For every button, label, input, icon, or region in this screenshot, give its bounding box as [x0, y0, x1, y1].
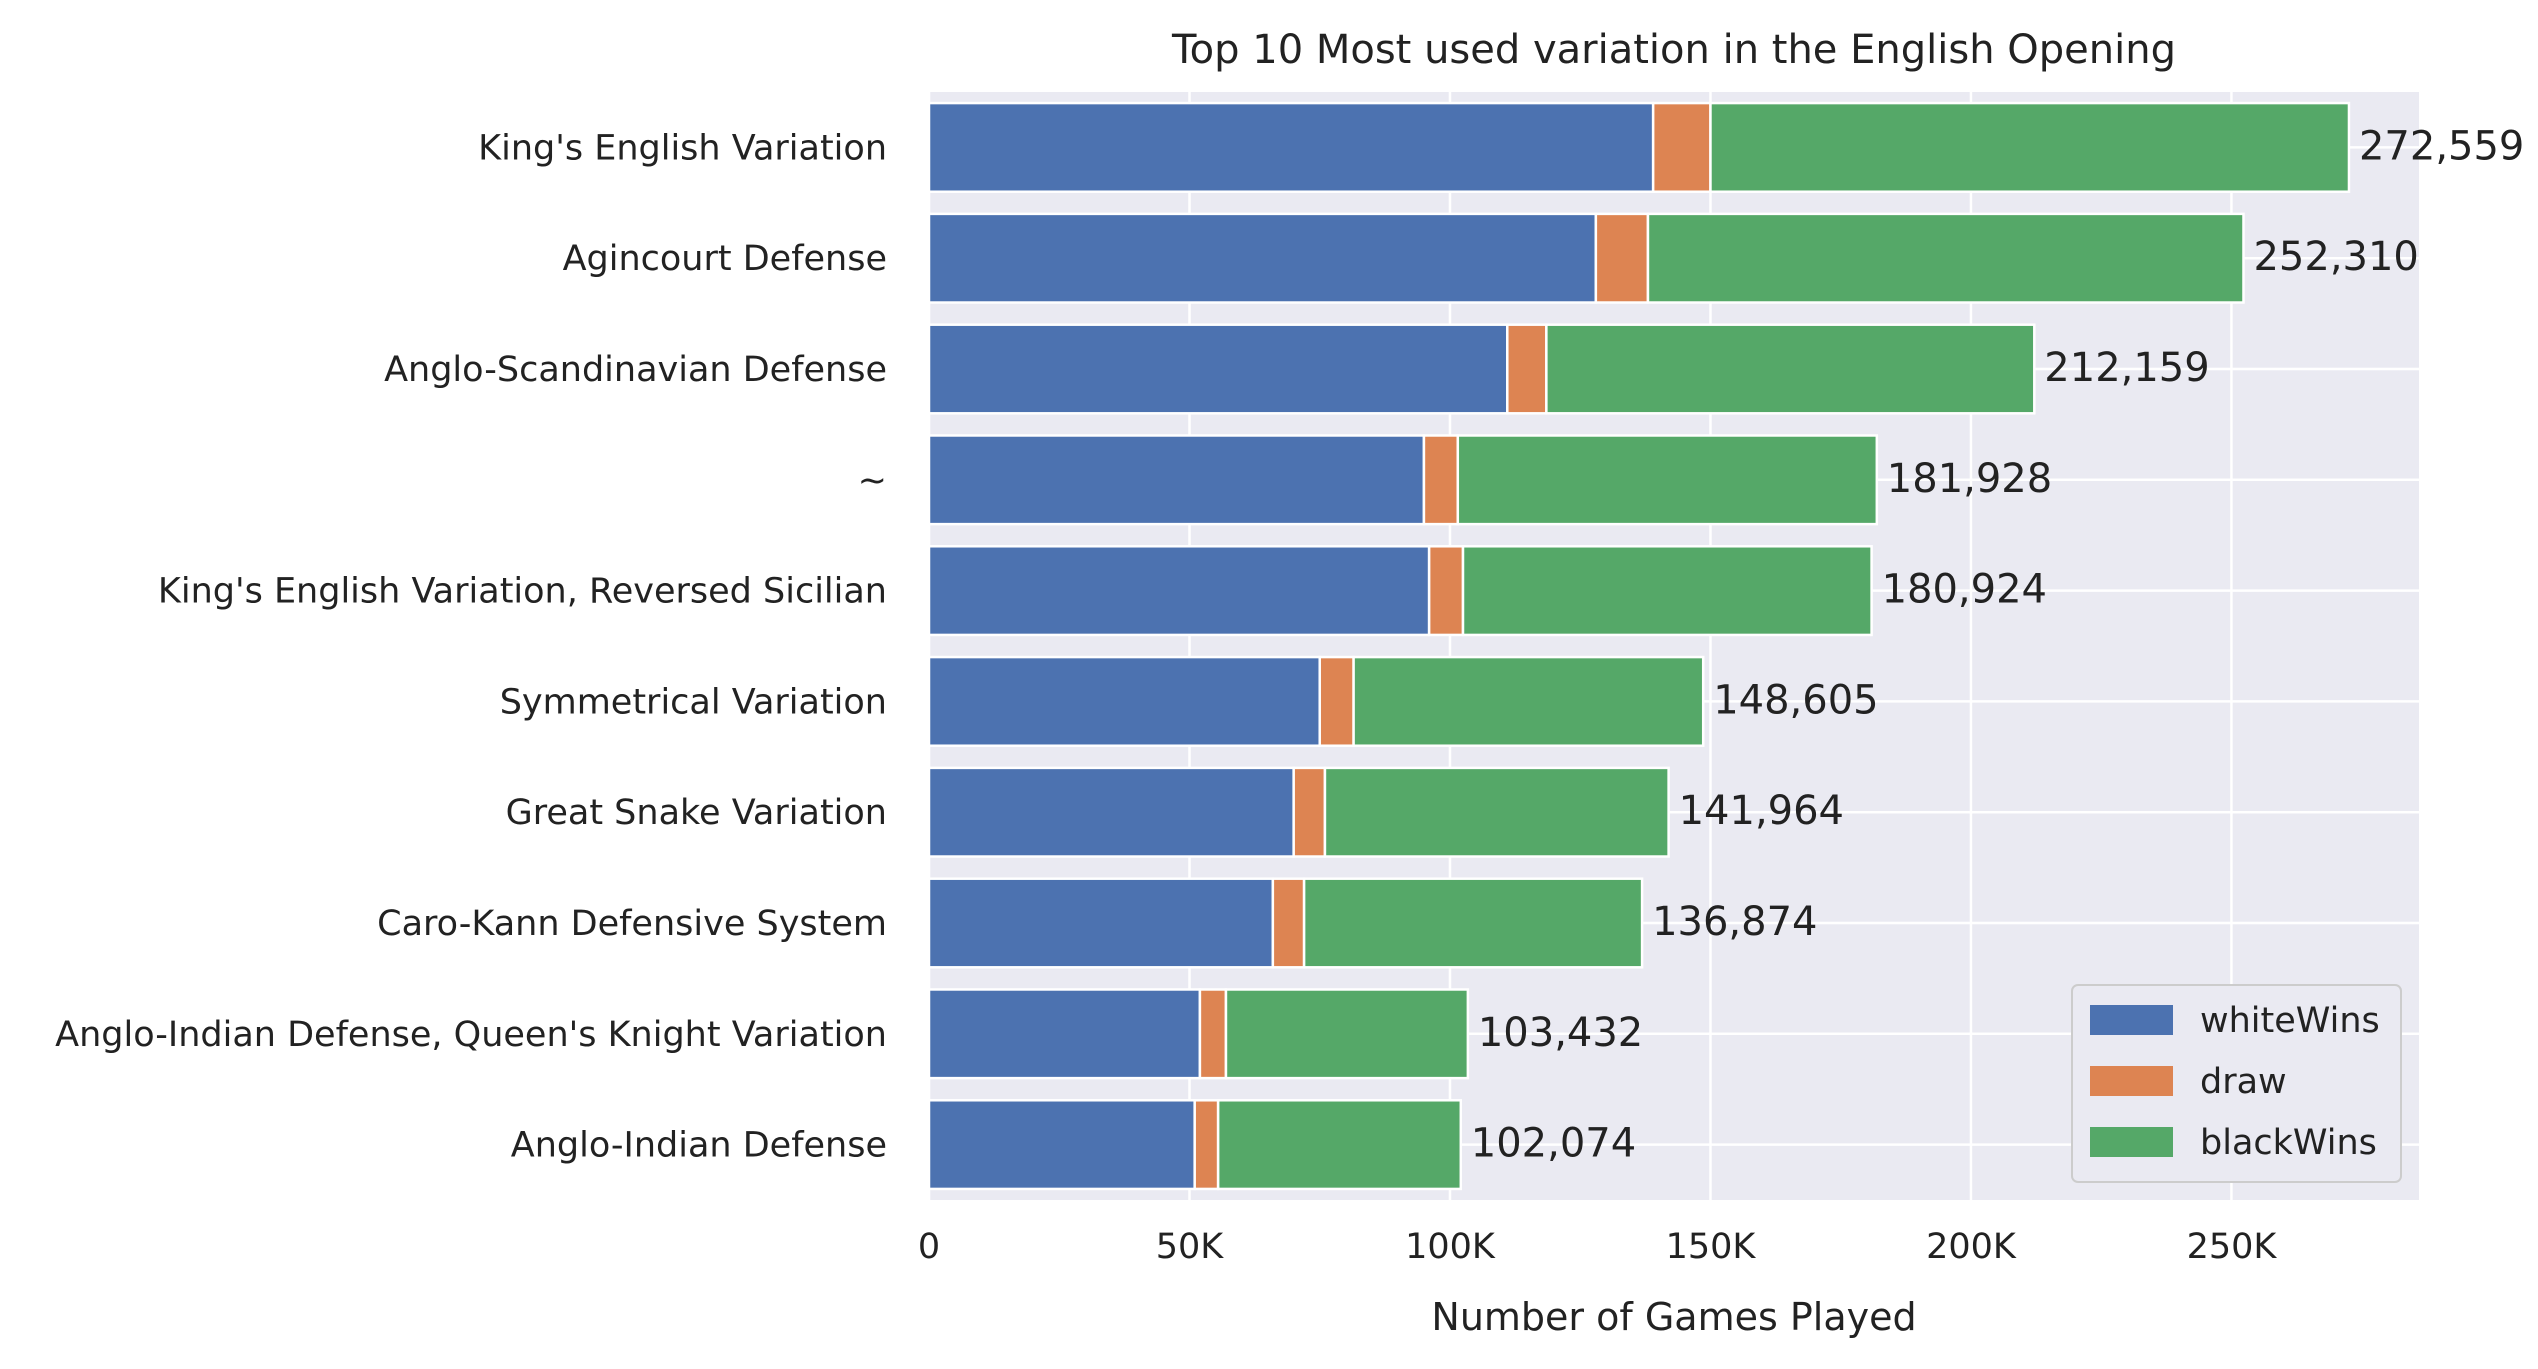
bar-segment-draw	[1318, 655, 1355, 747]
category-label: Symmetrical Variation	[500, 682, 887, 722]
bar-segment-blackWins	[1456, 434, 1879, 526]
bar-segment-draw	[1651, 101, 1712, 193]
x-tick-label: 200K	[1926, 1227, 2017, 1267]
total-label: 148,605	[1713, 677, 1878, 723]
category-label: Agincourt Defense	[563, 239, 887, 279]
total-label: 136,874	[1652, 899, 1817, 945]
labels: 0 50K 100K 150K 200K 250K King's English Varia…	[55, 123, 2524, 1267]
total-label: 212,159	[2044, 345, 2209, 391]
legend-swatch-blackWins	[2090, 1127, 2173, 1157]
x-tick-label: 0	[918, 1227, 940, 1267]
bar-segment-whiteWins	[927, 323, 1509, 415]
total-label: 102,074	[1471, 1121, 1636, 1167]
total-label: 141,964	[1679, 788, 1844, 834]
category-label: Caro-Kann Defensive System	[377, 904, 887, 944]
bar-segment-draw	[1271, 877, 1306, 969]
bar-segment-draw	[1506, 323, 1548, 415]
bar-segment-blackWins	[1224, 988, 1470, 1080]
bar-segment-whiteWins	[927, 212, 1598, 304]
total-label: 180,924	[1882, 567, 2047, 613]
total-label: 103,432	[1478, 1010, 1643, 1056]
bar-segment-blackWins	[1323, 766, 1670, 858]
bar-segment-blackWins	[1352, 655, 1705, 747]
legend-swatch-draw	[2090, 1066, 2173, 1096]
bar-segment-whiteWins	[927, 101, 1655, 193]
bar-segment-draw	[1198, 988, 1228, 1080]
bar-segment-draw	[1422, 434, 1460, 526]
x-axis-label: Number of Games Played	[1431, 1295, 1916, 1339]
bar-segment-draw	[1594, 212, 1650, 304]
total-label: 272,559	[2359, 123, 2524, 169]
category-label: Anglo-Indian Defense, Queen's Knight Var…	[55, 1015, 887, 1055]
bar-segment-draw	[1193, 1099, 1220, 1191]
bar-segment-blackWins	[1545, 323, 2036, 415]
x-tick-label: 50K	[1156, 1227, 1225, 1267]
bar-segment-whiteWins	[927, 766, 1295, 858]
bar-segment-draw	[1292, 766, 1327, 858]
chart-title: Top 10 Most used variation in the Englis…	[1171, 27, 2176, 73]
bar-segment-blackWins	[1709, 101, 2351, 193]
category-label: Anglo-Indian Defense	[511, 1126, 887, 1166]
legend-swatch-whiteWins	[2090, 1005, 2173, 1035]
total-label: 181,928	[1887, 456, 2052, 502]
category-label: King's English Variation	[478, 128, 887, 168]
category-label: Anglo-Scandinavian Defense	[384, 350, 887, 390]
bar-segment-whiteWins	[927, 877, 1275, 969]
legend-label-whiteWins: whiteWins	[2200, 1001, 2380, 1041]
legend: whiteWins draw blackWins	[2071, 984, 2402, 1183]
bar-segment-blackWins	[1646, 212, 2245, 304]
total-label: 252,310	[2253, 234, 2418, 280]
category-label: Great Snake Variation	[506, 793, 887, 833]
bar-segment-blackWins	[1302, 877, 1644, 969]
bar-segment-draw	[1427, 545, 1465, 637]
bar-segment-whiteWins	[927, 655, 1321, 747]
bar-segment-blackWins	[1461, 545, 1873, 637]
bars	[927, 101, 2351, 1191]
legend-label-blackWins: blackWins	[2200, 1123, 2377, 1163]
x-tick-label: 250K	[2187, 1227, 2278, 1267]
bar-segment-whiteWins	[927, 545, 1431, 637]
category-label: ~	[858, 461, 887, 501]
x-tick-label: 100K	[1405, 1227, 1496, 1267]
legend-label-draw: draw	[2200, 1062, 2287, 1102]
bar-segment-whiteWins	[927, 988, 1202, 1080]
bar-segment-whiteWins	[927, 434, 1426, 526]
bar-segment-whiteWins	[927, 1099, 1196, 1191]
category-label: King's English Variation, Reversed Sicil…	[158, 572, 887, 612]
bar-segment-blackWins	[1216, 1099, 1463, 1191]
x-tick-label: 150K	[1666, 1227, 1757, 1267]
